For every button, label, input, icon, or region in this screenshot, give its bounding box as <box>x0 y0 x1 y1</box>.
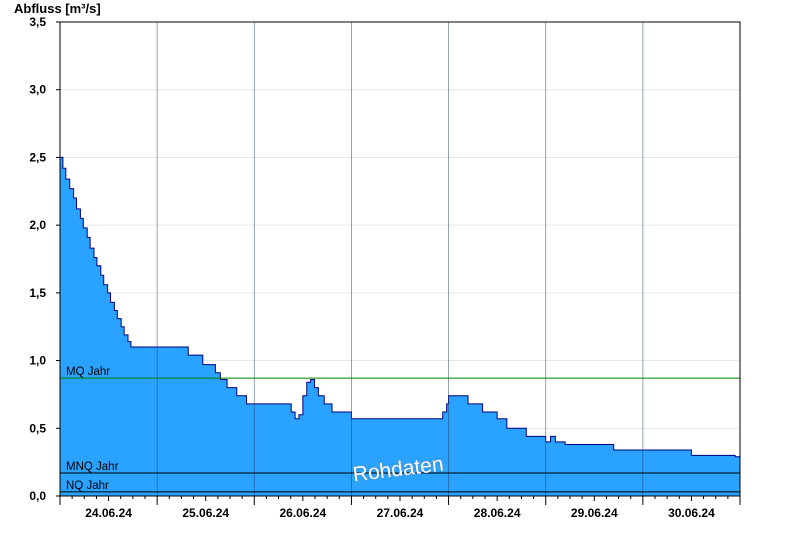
y-axis-label: Abfluss [m³/s] <box>14 1 101 16</box>
series-fill <box>60 157 740 496</box>
y-tick-label: 3,0 <box>29 83 46 97</box>
series-line <box>60 156 741 459</box>
day-separator-lines <box>156 22 644 496</box>
y-tick-label: 2,0 <box>29 218 46 232</box>
x-axis: 24.06.24 25.06.24 26.06.24 27.06.24 28.06.24… <box>59 496 741 520</box>
y-tick-label: 3,5 <box>29 15 46 29</box>
x-tick-label: 30.06.24 <box>668 506 715 520</box>
x-tick-label: 26.06.24 <box>279 506 326 520</box>
y-tick-label: 1,5 <box>29 286 46 300</box>
y-axis: 0,0 0,5 1,0 1,5 2,0 2,5 3,0 3,5 <box>29 15 60 503</box>
watermark-rohdaten: Rohdaten <box>352 453 445 487</box>
reference-lines: MQ Jahr MNQ Jahr NQ Jahr <box>60 366 740 493</box>
x-tick-label: 24.06.24 <box>85 506 132 520</box>
x-tick-label: 25.06.24 <box>182 506 229 520</box>
ref-label-mq-jahr: MQ Jahr <box>66 366 110 378</box>
y-tick-label: 2,5 <box>29 150 46 164</box>
y-tick-label: 0,0 <box>29 489 46 503</box>
ref-label-mnq-jahr: MNQ Jahr <box>66 461 119 473</box>
y-tick-label: 0,5 <box>29 421 46 435</box>
x-tick-label: 27.06.24 <box>377 506 424 520</box>
y-tick-label: 1,0 <box>29 354 46 368</box>
x-tick-label: 29.06.24 <box>571 506 618 520</box>
series-area <box>60 156 741 496</box>
ref-label-nq-jahr: NQ Jahr <box>66 480 109 492</box>
x-tick-label: 28.06.24 <box>474 506 521 520</box>
